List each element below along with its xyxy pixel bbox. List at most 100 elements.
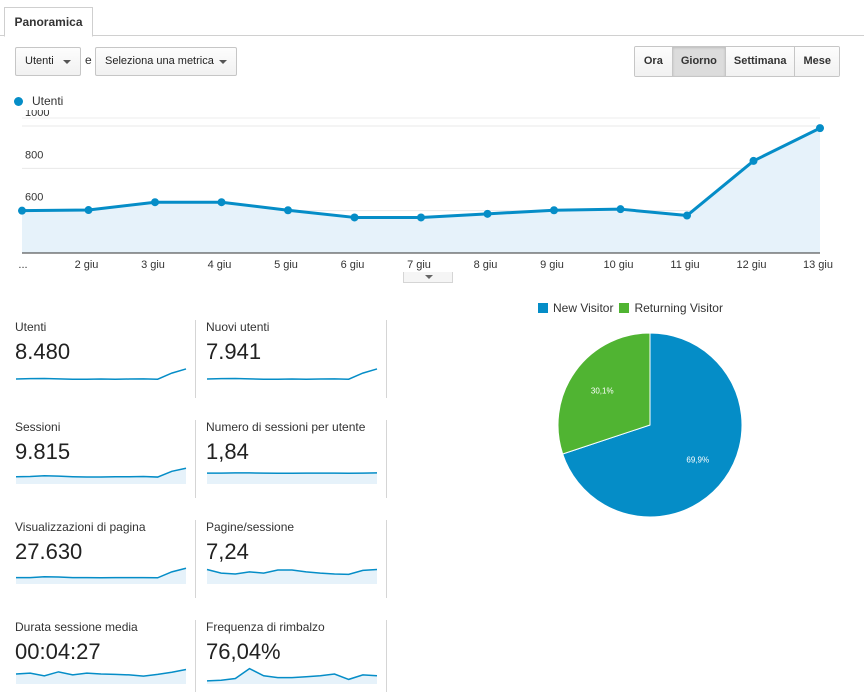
- x-tick-label: 9 giu: [540, 259, 564, 271]
- x-tick-label: 6 giu: [341, 259, 365, 271]
- pie-slice: [562, 333, 743, 518]
- metric-select-label: Utenti: [25, 55, 54, 67]
- granularity-mese-button[interactable]: Mese: [794, 47, 839, 76]
- divider: [195, 420, 196, 498]
- data-point: [151, 198, 159, 207]
- legend-dot-icon: [14, 97, 23, 106]
- metric-label: Sessioni: [15, 420, 61, 434]
- x-tick-label: 8 giu: [474, 259, 498, 271]
- tab-panoramica[interactable]: Panoramica: [4, 7, 93, 37]
- sparkline: [207, 472, 378, 484]
- divider: [386, 620, 387, 692]
- metric-sessioni-per-utente: Numero di sessioni per utente 1,84: [206, 420, 384, 498]
- data-point: [217, 198, 226, 207]
- secondary-metric-select[interactable]: Seleziona una metrica: [95, 47, 237, 76]
- sparkline-line: [15, 368, 187, 380]
- metric-label: Visualizzazioni di pagina: [15, 520, 146, 534]
- metric-value: 8.480: [15, 339, 71, 364]
- granularity-toggle: Ora Giorno Settimana Mese: [633, 46, 840, 77]
- sparkline-line: [16, 567, 187, 579]
- sparkline-line: [206, 368, 378, 380]
- data-point: [284, 206, 292, 215]
- pie-legend-item-returning[interactable]: Returning Visitor: [619, 301, 723, 315]
- metric-pagine-sessione: Pagine/sessione 7,24: [206, 520, 384, 598]
- y-tick-label: 600: [25, 192, 43, 204]
- chart-collapse-handle[interactable]: [403, 272, 453, 283]
- y-tick-label: 800: [25, 149, 43, 161]
- divider: [195, 320, 196, 398]
- x-tick-label: 11 giu: [670, 259, 699, 271]
- users-line-chart: 1000 800 600... 2 giu 3 giu 4 giu 5 giu 6 giu 7 …: [18, 110, 833, 271]
- chevron-down-icon: [219, 60, 227, 64]
- sparkline: [15, 368, 187, 380]
- metric-value: 9.815: [15, 439, 71, 464]
- sparkline: [206, 667, 378, 684]
- legend-swatch-icon: [619, 303, 630, 313]
- sparkline-area: [16, 568, 186, 584]
- chart-line: [21, 126, 821, 219]
- metric-value: 00:04:27: [15, 639, 101, 664]
- metric-label: Pagine/sessione: [206, 520, 295, 534]
- sparkline-line: [15, 668, 187, 677]
- divider: [195, 520, 196, 598]
- metric-value: 76,04%: [206, 639, 281, 664]
- metric-value: 27.630: [15, 539, 83, 564]
- y-tick-label: 1000: [25, 110, 49, 119]
- sparkline-area: [207, 569, 377, 584]
- x-tick-label: 5 giu: [274, 259, 298, 271]
- data-point: [483, 209, 492, 218]
- divider: [195, 620, 196, 692]
- pie-slice-label: 69,9%: [686, 455, 709, 464]
- metric-label: Numero di sessioni per utente: [206, 420, 366, 434]
- x-tick-label: 10 giu: [604, 259, 634, 271]
- tab-bar: Panoramica: [0, 0, 864, 37]
- data-point: [550, 206, 558, 215]
- metric-value: 1,84: [206, 439, 249, 464]
- pie-slice: [558, 333, 651, 455]
- pie-legend-label: Returning Visitor: [634, 301, 723, 315]
- data-point: [816, 124, 824, 133]
- granularity-giorno-button[interactable]: Giorno: [671, 47, 725, 76]
- sparkline-area: [16, 468, 186, 484]
- sparkline-area: [16, 669, 186, 684]
- sparkline: [206, 568, 378, 584]
- divider: [386, 320, 387, 398]
- secondary-metric-select-label: Seleziona una metrica: [105, 55, 214, 67]
- sparkline: [15, 467, 187, 484]
- metric-value: 7,24: [206, 539, 249, 564]
- pie-legend-item-new[interactable]: New Visitor: [538, 301, 613, 315]
- metric-durata-sessione: Durata sessione media 00:04:27: [15, 620, 193, 695]
- legend-swatch-icon: [538, 303, 548, 313]
- sparkline-line: [206, 568, 378, 576]
- metric-select[interactable]: Utenti: [15, 47, 81, 76]
- metric-utenti: Utenti 8.480: [15, 320, 193, 398]
- pie-slice-label: 30,1%: [591, 387, 614, 396]
- granularity-settimana-button[interactable]: Settimana: [724, 47, 795, 76]
- metric-sessioni: Sessioni 9.815: [15, 420, 193, 498]
- sparkline-line: [206, 667, 378, 682]
- sparkline-area: [207, 668, 377, 684]
- chart-area: [22, 128, 820, 253]
- metric-label: Nuovi utenti: [206, 320, 270, 334]
- divider: [386, 520, 387, 598]
- conjunction-label: e: [85, 53, 92, 67]
- sparkline-area: [207, 472, 377, 484]
- divider: [386, 420, 387, 498]
- x-tick-label: 13 giu: [803, 259, 833, 271]
- metric-value: 7.941: [206, 339, 262, 364]
- data-point: [84, 206, 93, 215]
- data-point: [350, 213, 359, 222]
- metric-visualizzazioni: Visualizzazioni di pagina 27.630: [15, 520, 193, 598]
- data-point: [417, 213, 425, 222]
- data-point: [683, 211, 691, 220]
- chevron-down-icon: [63, 60, 71, 64]
- x-tick-label: 3 giu: [141, 259, 165, 271]
- granularity-ora-button[interactable]: Ora: [634, 47, 672, 76]
- data-point: [749, 156, 758, 165]
- metric-label: Frequenza di rimbalzo: [206, 620, 325, 634]
- sparkline: [206, 368, 378, 380]
- sparkline: [15, 668, 187, 684]
- metric-label: Durata sessione media: [15, 620, 138, 634]
- main-chart-legend-label: Utenti: [32, 94, 64, 108]
- x-tick-label: 4 giu: [208, 259, 232, 271]
